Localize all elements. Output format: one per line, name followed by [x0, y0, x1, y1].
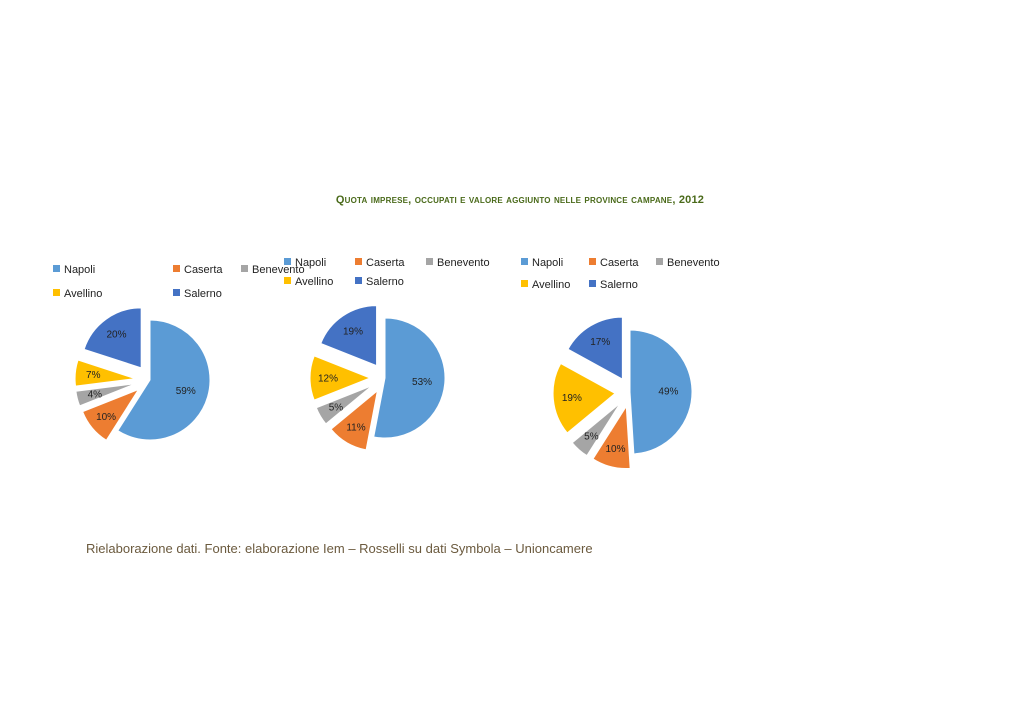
pie-slice-caserta	[82, 388, 140, 441]
legend-label: Benevento	[437, 257, 490, 269]
data-label-napoli: 49%	[658, 386, 678, 397]
legend-swatch	[355, 277, 362, 284]
legend-item-benevento: Benevento	[241, 264, 305, 276]
legend-item-avellino: Avellino	[284, 276, 333, 288]
legend-swatch	[355, 258, 362, 265]
data-label-avellino: 12%	[318, 374, 338, 385]
data-label-salerno: 19%	[343, 326, 363, 337]
legend-label: Avellino	[64, 288, 103, 300]
pie-slice-caserta	[592, 404, 631, 469]
legend-item-salerno: Salerno	[355, 276, 404, 288]
legend-item-caserta: Caserta	[589, 257, 639, 269]
data-label-caserta: 10%	[605, 444, 625, 455]
legend-label: Napoli	[532, 257, 564, 269]
legend-item-benevento: Benevento	[426, 257, 490, 269]
legend-swatch	[53, 289, 60, 296]
pie-slice-napoli	[629, 329, 693, 455]
legend-label: Avellino	[295, 276, 334, 288]
legend-swatch	[241, 265, 248, 272]
data-label-salerno: 20%	[106, 329, 126, 340]
legend-swatch	[284, 277, 291, 284]
data-label-napoli: 59%	[176, 386, 196, 397]
legend-item-caserta: Caserta	[173, 264, 223, 276]
pie-slice-benevento	[75, 383, 136, 407]
pie-slice-salerno	[320, 305, 378, 367]
data-label-napoli: 53%	[412, 377, 432, 388]
pie-slice-napoli	[373, 317, 446, 439]
legend-swatch	[173, 265, 180, 272]
legend-label: Napoli	[64, 264, 96, 276]
legend-swatch	[656, 258, 663, 265]
legend-swatch	[173, 289, 180, 296]
pie: 59% 10% 4% 7% 20%	[74, 307, 211, 441]
legend-swatch	[589, 280, 596, 287]
legend-label: Caserta	[600, 257, 639, 269]
data-label-benevento: 5%	[584, 431, 599, 442]
legend-label: Caserta	[366, 257, 405, 269]
legend-item-benevento: Benevento	[656, 257, 720, 269]
pie-slice-salerno	[83, 307, 142, 369]
legend-item-salerno: Salerno	[589, 279, 638, 291]
legend-label: Salerno	[184, 288, 222, 300]
legend-item-napoli: Napoli	[53, 264, 95, 276]
legend-swatch	[589, 258, 596, 265]
chart-title: Quota imprese, occupati e valore aggiunt…	[335, 194, 705, 206]
source-note: Rielaborazione dati. Fonte: elaborazione…	[86, 541, 593, 556]
data-label-avellino: 7%	[86, 370, 101, 381]
pie-slice-napoli	[117, 319, 211, 441]
pie: 53% 11%5% 12% 19%	[309, 305, 446, 451]
data-label-caserta: 10%	[96, 412, 116, 423]
data-label-avellino: 19%	[562, 393, 582, 404]
legend-label: Benevento	[252, 264, 305, 276]
legend-item-caserta: Caserta	[355, 257, 405, 269]
legend-item-napoli: Napoli	[521, 257, 563, 269]
legend-swatch	[426, 258, 433, 265]
legend-swatch	[284, 258, 291, 265]
pie: 49% 10% 5% 19% 17%	[552, 316, 693, 469]
legend-item-avellino: Avellino	[521, 279, 570, 291]
legend-label: Salerno	[366, 276, 404, 288]
legend-swatch	[53, 265, 60, 272]
pie-slice-avellino	[552, 362, 616, 434]
pie-slice-benevento	[571, 402, 621, 457]
legend-item-avellino: Avellino	[53, 288, 102, 300]
legend-item-napoli: Napoli	[284, 257, 326, 269]
data-label-salerno: 17%	[590, 337, 610, 348]
data-label-caserta: 11%	[346, 423, 365, 434]
legend-label: Avellino	[532, 279, 571, 291]
legend-label: Salerno	[600, 279, 638, 291]
legend-item-salerno: Salerno	[173, 288, 222, 300]
data-label-benevento: 5%	[329, 403, 344, 414]
legend-swatch	[521, 258, 528, 265]
legend-label: Caserta	[184, 264, 223, 276]
pie-slice-benevento	[315, 385, 373, 425]
legend-swatch	[521, 280, 528, 287]
pie-slice-caserta	[330, 389, 379, 451]
legend-label: Benevento	[667, 257, 720, 269]
pie-slice-avellino	[74, 359, 136, 387]
pie-slice-salerno	[567, 316, 623, 380]
data-label-benevento: 4%	[88, 390, 103, 401]
legend-label: Napoli	[295, 257, 327, 269]
pie-slice-avellino	[309, 355, 372, 401]
